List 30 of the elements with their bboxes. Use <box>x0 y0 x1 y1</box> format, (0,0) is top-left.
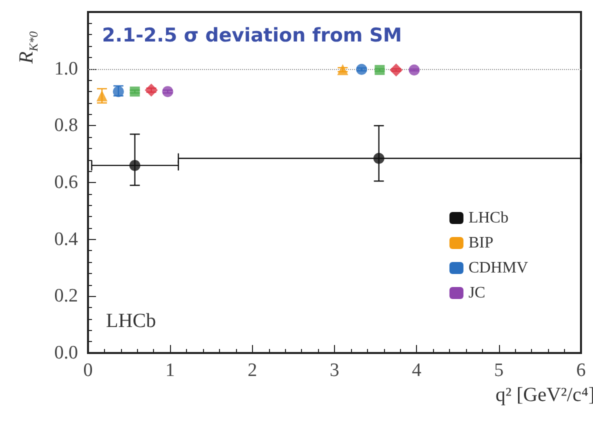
x-tick-label: 5 <box>494 360 504 381</box>
y-tick-label: 1.0 <box>54 58 78 80</box>
x-tick-label: 3 <box>330 360 340 381</box>
y-tick-label: 0.2 <box>54 286 78 307</box>
point <box>129 160 140 171</box>
point <box>337 64 348 76</box>
point <box>390 63 403 76</box>
x-tick-label: 2 <box>248 360 258 381</box>
legend-label: LHCb <box>468 210 508 226</box>
point <box>374 64 385 75</box>
legend-label: BIP <box>468 234 494 252</box>
x-tick-label: 0 <box>83 360 93 381</box>
annotation: LHCb <box>106 310 156 332</box>
legend-label: CDHMV <box>468 260 528 276</box>
x-tick-label: 4 <box>412 360 422 381</box>
point <box>356 64 368 75</box>
legend-label: JC <box>468 284 486 302</box>
annotation: 2.1-2.5 σ deviation from SM <box>102 24 402 46</box>
point <box>162 86 174 98</box>
x-tick-label: 1 <box>165 360 175 381</box>
point <box>373 152 384 164</box>
y-tick-label: 0.6 <box>54 172 78 193</box>
y-tick-label: 0.0 <box>54 342 78 364</box>
x-tick-label: 6 <box>576 360 586 381</box>
point <box>144 84 158 97</box>
point <box>408 64 420 76</box>
y-tick-label: 0.4 <box>54 228 78 250</box>
point <box>130 86 140 97</box>
point <box>96 90 108 102</box>
y-tick-label: 0.8 <box>54 115 78 136</box>
